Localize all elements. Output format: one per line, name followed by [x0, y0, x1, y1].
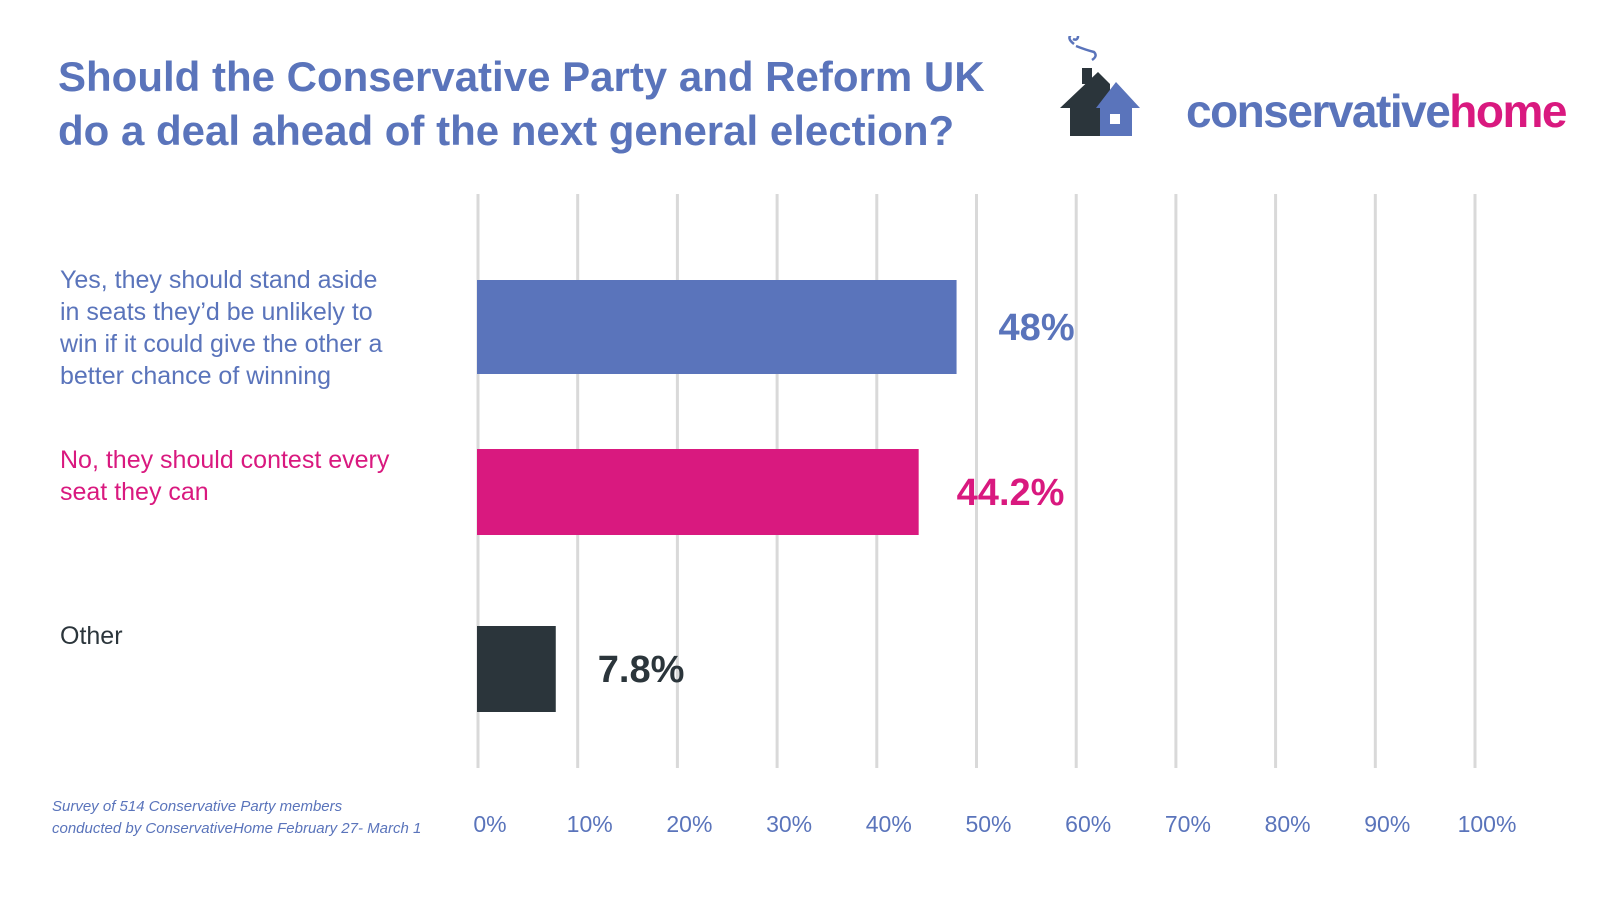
x-tick-label: 60%: [1065, 811, 1111, 837]
bar: [477, 449, 919, 535]
bar: [477, 280, 957, 374]
conservativehome-logo: conservativehome: [1060, 36, 1568, 146]
logo-wordmark: conservativehome: [1186, 85, 1567, 137]
x-tick-label: 70%: [1165, 811, 1211, 837]
category-label-yes: Yes, they should stand aside in seats th…: [60, 266, 383, 390]
x-tick-label: 80%: [1265, 811, 1311, 837]
x-tick-label: 40%: [866, 811, 912, 837]
survey-footnote: Survey of 514 Conservative Party members…: [52, 798, 422, 837]
value-label: 44.2%: [957, 472, 1065, 514]
category-label-no: No, they should contest every seat they …: [60, 446, 390, 506]
title-line-2: do a deal ahead of the next general elec…: [58, 107, 955, 154]
x-tick-label: 30%: [766, 811, 812, 837]
bar: [477, 626, 556, 712]
x-tick-label: 20%: [666, 811, 712, 837]
title-line-1: Should the Conservative Party and Reform…: [58, 53, 985, 100]
value-label: 48%: [999, 307, 1075, 349]
value-label: 7.8%: [598, 649, 685, 691]
value-labels: 48% 44.2% 7.8%: [598, 307, 1075, 691]
x-tick-label: 50%: [965, 811, 1011, 837]
house-icon: [1060, 36, 1140, 136]
bars: [477, 280, 957, 712]
x-axis-ticks: 0% 10% 20% 30% 40% 50% 60% 70% 80% 90% 100%: [473, 811, 1516, 837]
x-tick-label: 0%: [473, 811, 506, 837]
category-label-other: Other: [60, 622, 123, 650]
x-tick-label: 10%: [567, 811, 613, 837]
x-tick-label: 100%: [1458, 811, 1517, 837]
x-tick-label: 90%: [1364, 811, 1410, 837]
chart-title: Should the Conservative Party and Reform…: [58, 50, 1058, 158]
